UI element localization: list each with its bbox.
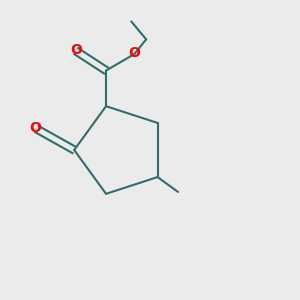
Text: O: O (30, 121, 41, 135)
Text: O: O (128, 46, 140, 60)
Text: O: O (70, 43, 82, 57)
